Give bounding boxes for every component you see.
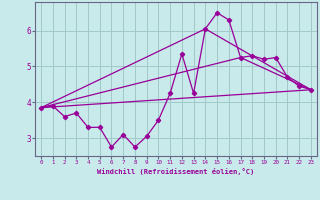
X-axis label: Windchill (Refroidissement éolien,°C): Windchill (Refroidissement éolien,°C) — [97, 168, 255, 175]
